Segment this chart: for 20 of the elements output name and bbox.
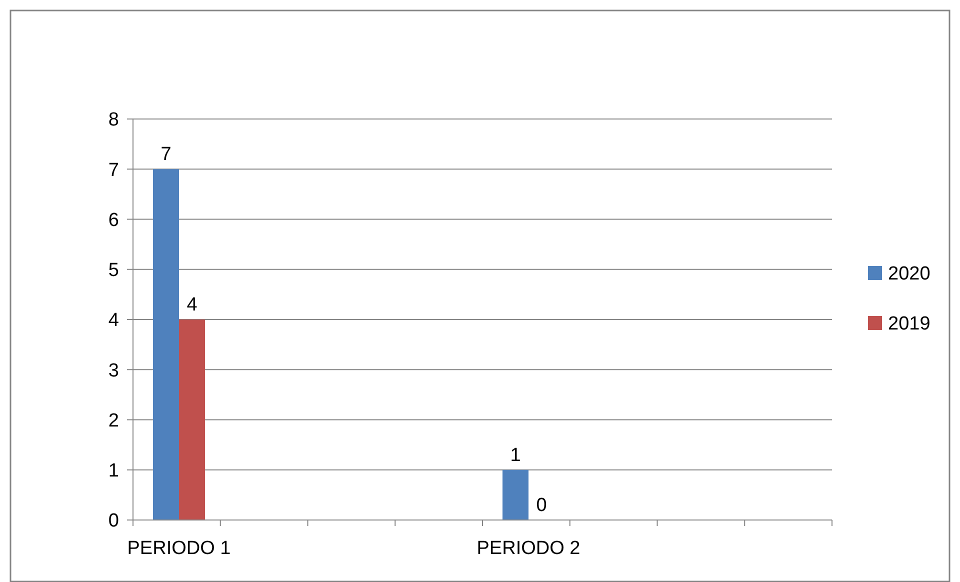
y-tick-label: 7 [108, 160, 119, 181]
bar [502, 470, 528, 520]
y-tick-label: 1 [108, 460, 119, 482]
data-label: 0 [536, 495, 547, 516]
y-tick-label: 6 [108, 210, 119, 231]
data-label: 1 [510, 444, 521, 466]
y-tick-label: 5 [108, 260, 119, 282]
bar [153, 169, 179, 520]
x-tick-label: PERIODO 2 [476, 538, 580, 559]
y-tick-label: 4 [108, 310, 120, 332]
data-label: 4 [186, 294, 198, 316]
x-tick-label: PERIODO 1 [127, 538, 231, 559]
y-tick-label: 8 [108, 110, 119, 131]
y-tick-label: 2 [108, 410, 119, 432]
bar [179, 320, 205, 520]
data-label: 7 [160, 144, 172, 166]
y-tick-label: 3 [108, 360, 119, 382]
legend-label: 2020 [888, 264, 930, 285]
legend-label: 2019 [888, 314, 930, 335]
y-tick-label: 0 [108, 510, 119, 532]
